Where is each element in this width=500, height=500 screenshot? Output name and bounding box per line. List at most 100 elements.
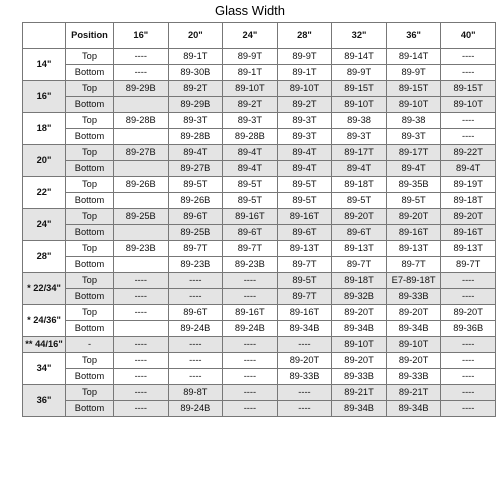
row-height-header: 36" [23,385,66,417]
position-cell: Bottom [66,193,114,209]
data-cell: ---- [441,113,496,129]
position-cell: Top [66,305,114,321]
col-width-header: 40" [441,23,496,49]
data-cell: 89-2T [277,97,332,113]
data-cell: ---- [114,369,169,385]
data-cell: 89-4T [277,161,332,177]
data-cell: ---- [441,369,496,385]
data-cell: ---- [441,273,496,289]
glass-size-table: Position16"20"24"28"32"36"40"14"Top----8… [22,22,496,417]
data-cell: 89-38 [332,113,387,129]
data-cell: 89-10T [332,97,387,113]
data-cell: ---- [441,49,496,65]
data-cell: 89-2T [223,97,278,113]
data-cell: 89-1T [277,65,332,81]
data-cell: ---- [223,289,278,305]
data-cell: 89-16T [223,209,278,225]
data-cell: 89-3T [277,113,332,129]
position-cell: Top [66,49,114,65]
data-cell: 89-4T [277,145,332,161]
position-cell: Bottom [66,369,114,385]
data-cell: 89-15T [441,81,496,97]
data-cell: 89-6T [332,225,387,241]
data-cell: 89-18T [332,273,387,289]
data-cell: 89-33B [386,369,441,385]
row-height-header: 22" [23,177,66,209]
position-cell: Bottom [66,97,114,113]
data-cell: 89-22T [441,145,496,161]
data-cell: 89-14T [332,49,387,65]
glass-width-label: Glass Width [0,3,500,18]
data-cell: 89-23B [168,257,223,273]
data-cell: 89-14T [386,49,441,65]
data-cell [114,129,169,145]
data-cell: ---- [223,273,278,289]
data-cell: 89-20T [386,353,441,369]
data-cell: ---- [277,401,332,417]
data-cell: 89-16T [441,225,496,241]
col-width-header: 24" [223,23,278,49]
data-cell: 89-21T [332,385,387,401]
data-cell: 89-20T [332,305,387,321]
data-cell: 89-6T [168,305,223,321]
data-cell: 89-10T [386,97,441,113]
data-cell: ---- [114,273,169,289]
data-cell: 89-8T [168,385,223,401]
row-height-header: ** 44/16" [23,337,66,353]
data-cell: 89-30B [168,65,223,81]
data-cell: 89-5T [386,193,441,209]
position-cell: Top [66,385,114,401]
data-cell: 89-9T [332,65,387,81]
data-cell: 89-27B [114,145,169,161]
data-cell: 89-10T [223,81,278,97]
position-cell: Bottom [66,65,114,81]
data-cell: ---- [277,385,332,401]
data-cell: 89-7T [441,257,496,273]
data-cell: 89-5T [277,273,332,289]
data-cell: 89-20T [277,353,332,369]
data-cell: 89-21T [386,385,441,401]
data-cell: 89-35B [386,177,441,193]
data-cell [114,97,169,113]
data-cell: 89-1T [168,49,223,65]
col-width-header: 20" [168,23,223,49]
col-position-header: Position [66,23,114,49]
data-cell: 89-15T [332,81,387,97]
data-cell: 89-29B [114,81,169,97]
col-width-header: 16" [114,23,169,49]
data-cell: 89-33B [277,369,332,385]
position-cell: Bottom [66,225,114,241]
data-cell: 89-10T [441,97,496,113]
position-cell: Top [66,241,114,257]
data-cell: ---- [168,273,223,289]
data-cell: ---- [114,385,169,401]
data-cell [114,161,169,177]
data-cell: 89-25B [114,209,169,225]
data-cell: 89-4T [386,161,441,177]
data-cell: 89-17T [332,145,387,161]
position-cell: Top [66,177,114,193]
data-cell: ---- [168,289,223,305]
position-cell: Top [66,273,114,289]
data-cell: 89-27B [168,161,223,177]
data-cell: 89-20T [386,209,441,225]
data-cell [114,321,169,337]
data-cell: ---- [114,289,169,305]
data-cell: 89-32B [332,289,387,305]
data-cell: 89-28B [114,113,169,129]
data-cell: 89-38 [386,113,441,129]
data-cell: 89-20T [441,305,496,321]
data-cell: 89-34B [277,321,332,337]
position-cell: Top [66,353,114,369]
data-cell: 89-26B [114,177,169,193]
data-cell: ---- [168,369,223,385]
position-cell: Top [66,81,114,97]
data-cell: 89-5T [332,193,387,209]
position-cell: - [66,337,114,353]
data-cell: ---- [223,401,278,417]
row-height-header: 16" [23,81,66,113]
data-cell: 89-3T [332,129,387,145]
data-cell: 89-18T [332,177,387,193]
data-cell: 89-16T [277,209,332,225]
data-cell: 89-19T [441,177,496,193]
